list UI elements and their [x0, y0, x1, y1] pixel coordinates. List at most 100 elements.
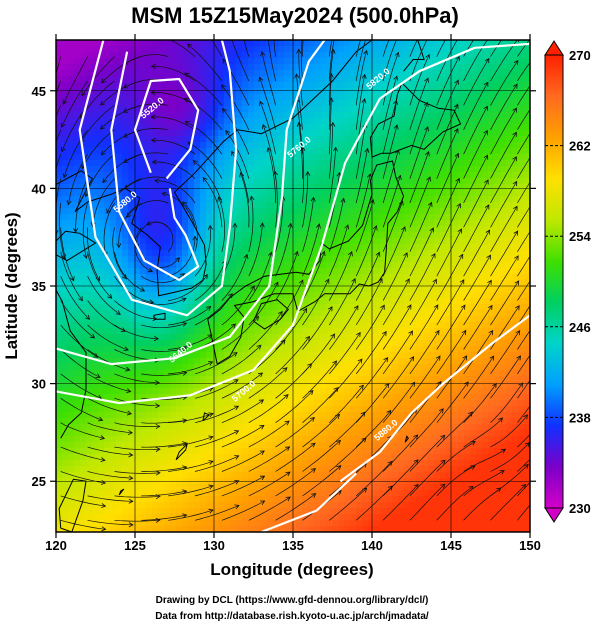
- shade-cell: [140, 106, 147, 113]
- shade-cell: [314, 130, 321, 137]
- shade-cell: [410, 88, 417, 95]
- shade-cell: [128, 298, 135, 305]
- shade-cell: [452, 364, 459, 371]
- shade-cell: [356, 256, 363, 263]
- shade-cell: [188, 352, 195, 359]
- shade-cell: [86, 304, 93, 311]
- shade-cell: [302, 202, 309, 209]
- shade-cell: [374, 196, 381, 203]
- shade-cell: [314, 208, 321, 215]
- shade-cell: [116, 376, 123, 383]
- shade-cell: [56, 160, 63, 167]
- shade-cell: [122, 244, 129, 251]
- shade-cell: [470, 190, 477, 197]
- shade-cell: [344, 268, 351, 275]
- shade-cell: [74, 196, 81, 203]
- shade-cell: [392, 214, 399, 221]
- shade-cell: [476, 328, 483, 335]
- shade-cell: [128, 52, 135, 59]
- shade-cell: [134, 184, 141, 191]
- shade-cell: [308, 340, 315, 347]
- shade-cell: [404, 130, 411, 137]
- shade-cell: [188, 52, 195, 59]
- shade-cell: [92, 100, 99, 107]
- shade-cell: [224, 214, 231, 221]
- shade-cell: [524, 352, 530, 359]
- shade-cell: [206, 274, 213, 281]
- shade-cell: [332, 346, 339, 353]
- shade-cell: [404, 46, 411, 53]
- shade-cell: [116, 70, 123, 77]
- shade-cell: [170, 190, 177, 197]
- shade-cell: [374, 166, 381, 173]
- shade-cell: [176, 190, 183, 197]
- shade-cell: [122, 304, 129, 311]
- shade-cell: [164, 232, 171, 239]
- shade-cell: [332, 82, 339, 89]
- shade-cell: [302, 340, 309, 347]
- shade-cell: [134, 154, 141, 161]
- shade-cell: [404, 316, 411, 323]
- shade-cell: [110, 226, 117, 233]
- shade-cell: [404, 244, 411, 251]
- shade-cell: [356, 112, 363, 119]
- shade-cell: [458, 154, 465, 161]
- shade-cell: [170, 322, 177, 329]
- shade-cell: [410, 232, 417, 239]
- shade-cell: [320, 142, 327, 149]
- shade-cell: [158, 172, 165, 179]
- shade-cell: [362, 232, 369, 239]
- shade-cell: [458, 268, 465, 275]
- shade-cell: [284, 160, 291, 167]
- shade-cell: [350, 46, 357, 53]
- shade-cell: [398, 346, 405, 353]
- shade-cell: [104, 370, 111, 377]
- shade-cell: [308, 40, 315, 47]
- shade-cell: [326, 172, 333, 179]
- shade-cell: [320, 118, 327, 125]
- shade-cell: [314, 148, 321, 155]
- shade-cell: [446, 232, 453, 239]
- shade-cell: [482, 328, 489, 335]
- shade-cell: [200, 412, 207, 419]
- shade-cell: [62, 172, 69, 179]
- shade-cell: [344, 46, 351, 53]
- shade-cell: [314, 412, 321, 419]
- shade-cell: [302, 190, 309, 197]
- shade-cell: [242, 130, 249, 137]
- shade-cell: [362, 244, 369, 251]
- shade-cell: [512, 142, 519, 149]
- shade-cell: [524, 76, 530, 83]
- shade-cell: [452, 46, 459, 53]
- shade-cell: [356, 388, 363, 395]
- shade-cell: [362, 160, 369, 167]
- shade-cell: [140, 406, 147, 413]
- shade-cell: [104, 322, 111, 329]
- shade-cell: [284, 334, 291, 341]
- shade-cell: [374, 286, 381, 293]
- shade-cell: [422, 124, 429, 131]
- shade-cell: [320, 364, 327, 371]
- shade-cell: [140, 280, 147, 287]
- shade-cell: [104, 292, 111, 299]
- shade-cell: [314, 394, 321, 401]
- shade-cell: [512, 166, 519, 173]
- shade-cell: [398, 268, 405, 275]
- shade-cell: [146, 124, 153, 131]
- shade-cell: [176, 208, 183, 215]
- shade-cell: [188, 340, 195, 347]
- shade-cell: [194, 40, 201, 47]
- shade-cell: [110, 220, 117, 227]
- shade-cell: [122, 178, 129, 185]
- shade-cell: [254, 346, 261, 353]
- shade-cell: [260, 352, 267, 359]
- shade-cell: [74, 172, 81, 179]
- shade-cell: [242, 346, 249, 353]
- shade-cell: [254, 406, 261, 413]
- shade-cell: [308, 112, 315, 119]
- shade-cell: [470, 262, 477, 269]
- shade-cell: [476, 40, 483, 47]
- shade-cell: [296, 376, 303, 383]
- shade-cell: [458, 46, 465, 53]
- shade-cell: [392, 334, 399, 341]
